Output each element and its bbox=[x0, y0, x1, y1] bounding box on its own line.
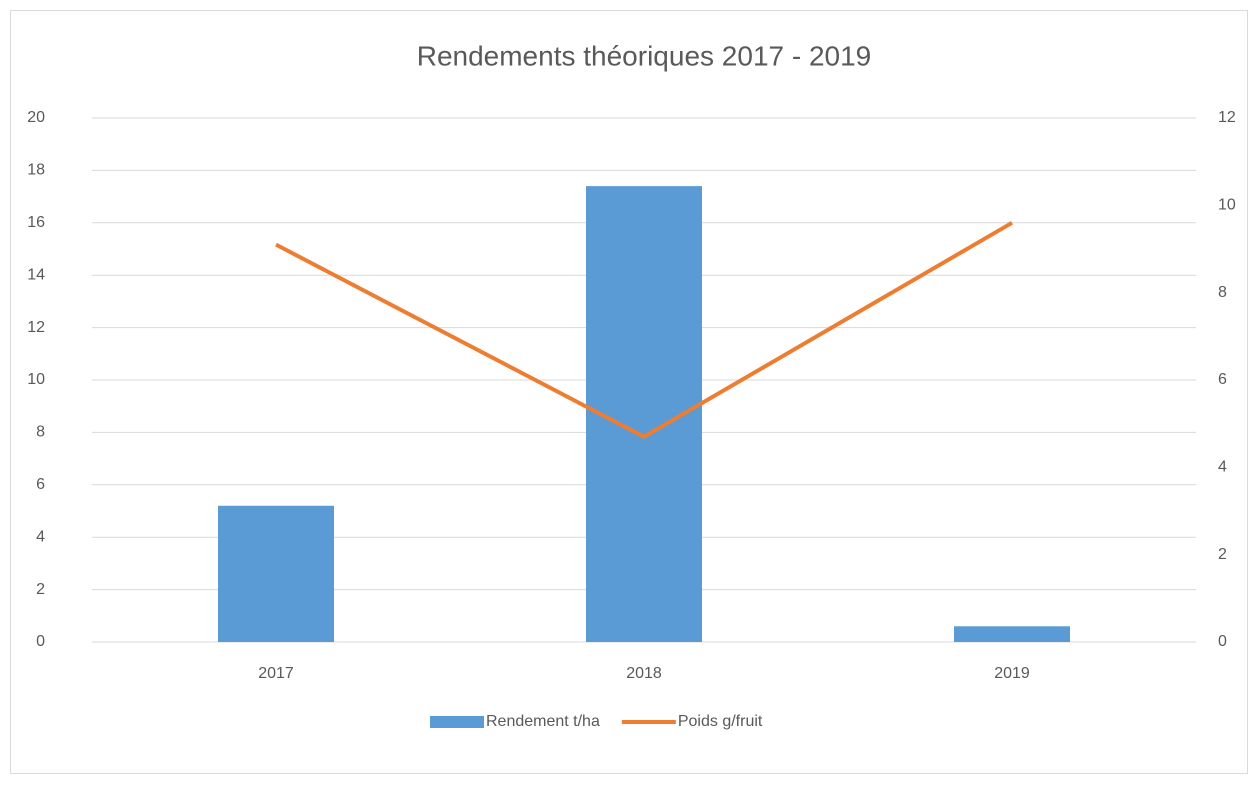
y-tick-label: 10 bbox=[27, 371, 45, 388]
y-tick-label: 4 bbox=[36, 528, 45, 545]
y2-tick-label: 0 bbox=[1218, 633, 1227, 650]
y-tick-label: 8 bbox=[36, 424, 45, 441]
x-tick-label: 2017 bbox=[258, 665, 294, 682]
y-tick-label: 2 bbox=[36, 581, 45, 598]
y-tick-label: 6 bbox=[36, 476, 45, 493]
y2-tick-label: 6 bbox=[1218, 371, 1227, 388]
chart-title: Rendements théoriques 2017 - 2019 bbox=[417, 40, 872, 71]
y-tick-label: 18 bbox=[27, 162, 45, 179]
bar bbox=[218, 505, 334, 642]
y2-tick-label: 10 bbox=[1218, 197, 1236, 214]
y-tick-label: 14 bbox=[27, 266, 45, 283]
y-tick-label: 12 bbox=[27, 319, 45, 336]
y-tick-label: 20 bbox=[27, 109, 45, 126]
legend-label: Rendement t/ha bbox=[486, 713, 600, 730]
legend-swatch bbox=[430, 716, 484, 728]
y2-tick-label: 4 bbox=[1218, 459, 1227, 476]
y2-tick-label: 8 bbox=[1218, 284, 1227, 301]
legend-label: Poids g/fruit bbox=[678, 713, 763, 730]
x-tick-label: 2018 bbox=[626, 665, 662, 682]
y2-tick-label: 2 bbox=[1218, 546, 1227, 563]
bar bbox=[954, 626, 1070, 642]
y-tick-label: 0 bbox=[36, 633, 45, 650]
y2-tick-label: 12 bbox=[1218, 109, 1236, 126]
y-tick-label: 16 bbox=[27, 214, 45, 231]
x-tick-label: 2019 bbox=[994, 665, 1030, 682]
line bbox=[275, 221, 1014, 439]
